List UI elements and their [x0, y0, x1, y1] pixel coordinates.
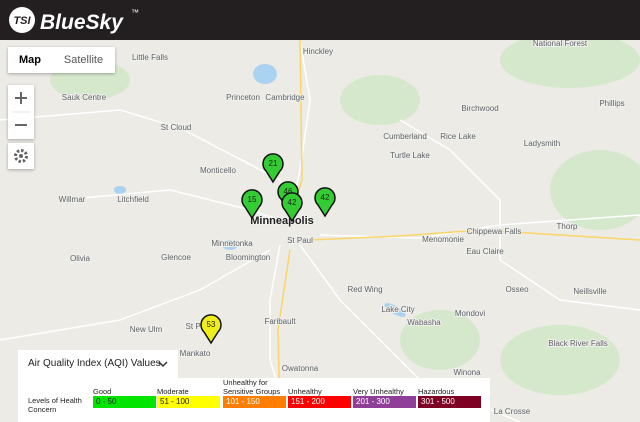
level-range: 101 - 150 [223, 396, 286, 408]
place-label: Wabasha [407, 318, 441, 327]
level-range: 201 - 300 [353, 396, 416, 408]
aqi-marker[interactable]: 21 [262, 153, 284, 184]
place-label: Eau Claire [466, 247, 504, 256]
place-label: Minneapolis [250, 215, 314, 227]
map-button[interactable]: Map [19, 54, 41, 66]
place-label: New Ulm [130, 325, 163, 334]
aqi-level: Good 0 - 50 [93, 374, 156, 408]
place-label: Thorp [557, 222, 578, 231]
place-label: Monticello [200, 166, 237, 175]
aqi-marker[interactable]: 15 [241, 189, 263, 220]
place-label: St Cloud [161, 123, 192, 132]
logo: TSI BlueSky ™ [9, 7, 139, 34]
place-label: Lake City [381, 305, 414, 314]
aqi-level: Hazardous 301 - 500 [418, 374, 481, 408]
legend-header[interactable]: Air Quality Index (AQI) Values [18, 350, 178, 378]
marker-value: 21 [269, 159, 278, 168]
place-label: Mondovi [455, 309, 485, 318]
place-label: Glencoe [161, 253, 191, 262]
logo-text: BlueSky [40, 11, 124, 34]
marker-value: 42 [288, 198, 297, 207]
lakes [114, 64, 406, 317]
place-label: Phillips [599, 99, 624, 108]
place-label: Chippewa Falls [467, 227, 522, 236]
place-label: Owatonna [282, 364, 319, 373]
place-label: Osseo [505, 285, 529, 294]
place-label: St Peter [186, 322, 215, 331]
place-label: Olivia [70, 254, 91, 263]
level-name: Good [93, 387, 112, 396]
marker-pin [262, 153, 284, 184]
place-label: Cambridge [265, 93, 305, 102]
place-label: Little Falls [132, 53, 168, 62]
marker-value: 15 [248, 195, 257, 204]
settings-icon[interactable] [8, 143, 34, 169]
place-label: Neillsville [573, 287, 607, 296]
logo-mark-text: TSI [13, 15, 31, 27]
legend-title: Air Quality Index (AQI) Values [28, 358, 161, 369]
place-labels: Little Falls Hinckley National Forest Sauk … [58, 40, 626, 417]
place-label: Rice Lake [440, 132, 476, 141]
logo-mark [9, 7, 35, 33]
aqi-level: Unhealthy 151 - 200 [288, 374, 351, 408]
level-range: 301 - 500 [418, 396, 481, 408]
markers: 21 15 46 42 42 53 [200, 153, 336, 345]
chevron [158, 361, 168, 368]
aqi-marker[interactable]: 53 [200, 314, 222, 345]
place-label: Birchwood [461, 104, 498, 113]
place-label: St Paul [287, 236, 313, 245]
level-name: Unhealthy for Sensitive Groups [223, 378, 281, 396]
zoom-control [8, 85, 34, 139]
place-label: Cumberland [383, 132, 427, 141]
zoom-in[interactable] [15, 92, 27, 104]
aqi-level: Moderate 51 - 100 [157, 374, 220, 408]
place-label: Sauk Centre [62, 93, 107, 102]
place-label: Red Wing [347, 285, 382, 294]
legend-label: Levels of Health Concern [28, 396, 82, 414]
place-label: Ladysmith [524, 139, 560, 148]
place-label: Princeton [226, 93, 260, 102]
trademark: ™ [131, 8, 139, 17]
place-label: Menomonie [422, 235, 464, 244]
place-label: Faribault [264, 317, 296, 326]
level-range: 51 - 100 [157, 396, 220, 408]
aqi-marker[interactable]: 42 [314, 187, 336, 218]
aqi-level: Very Unhealthy 201 - 300 [353, 374, 416, 408]
satellite-button[interactable]: Satellite [63, 54, 104, 66]
place-label: Winona [453, 368, 481, 377]
place-label: Minnetonka [211, 239, 253, 248]
marker-pin [200, 314, 222, 345]
marker-pin [314, 187, 336, 218]
place-label: Hinckley [303, 47, 333, 56]
marker-value: 42 [321, 193, 330, 202]
place-label: La Crosse [494, 407, 531, 416]
zoom-icons [12, 92, 30, 126]
level-range: 0 - 50 [93, 396, 156, 408]
legend: Air Quality Index (AQI) Values Levels of… [18, 350, 490, 422]
place-label: Litchfield [117, 195, 149, 204]
marker-value: 53 [207, 320, 216, 329]
place-label: National Forest [533, 40, 588, 48]
place-label: Turtle Lake [390, 151, 430, 160]
level-name: Moderate [157, 387, 189, 396]
marker-pin [241, 189, 263, 220]
level-name: Hazardous [418, 387, 455, 396]
place-label: Bloomington [226, 253, 270, 262]
place-label: Black River Falls [548, 339, 608, 348]
place-label: Mankato [180, 349, 211, 358]
marker-pin [281, 192, 303, 223]
legend-body: Levels of Health Concern Good 0 - 50 Moder… [18, 378, 490, 422]
level-name: Unhealthy [288, 387, 322, 396]
header: TSI BlueSky ™ [0, 0, 640, 40]
marker-value: 46 [284, 187, 293, 196]
level-range: 151 - 200 [288, 396, 351, 408]
place-label: Willmar [59, 195, 86, 204]
aqi-level: Unhealthy for Sensitive Groups 101 - 150 [223, 374, 286, 408]
level-name: Very Unhealthy [353, 387, 404, 396]
aqi-marker[interactable]: 42 [281, 192, 303, 223]
map-type-control: Map Satellite [8, 47, 115, 73]
settings-control [8, 143, 34, 169]
